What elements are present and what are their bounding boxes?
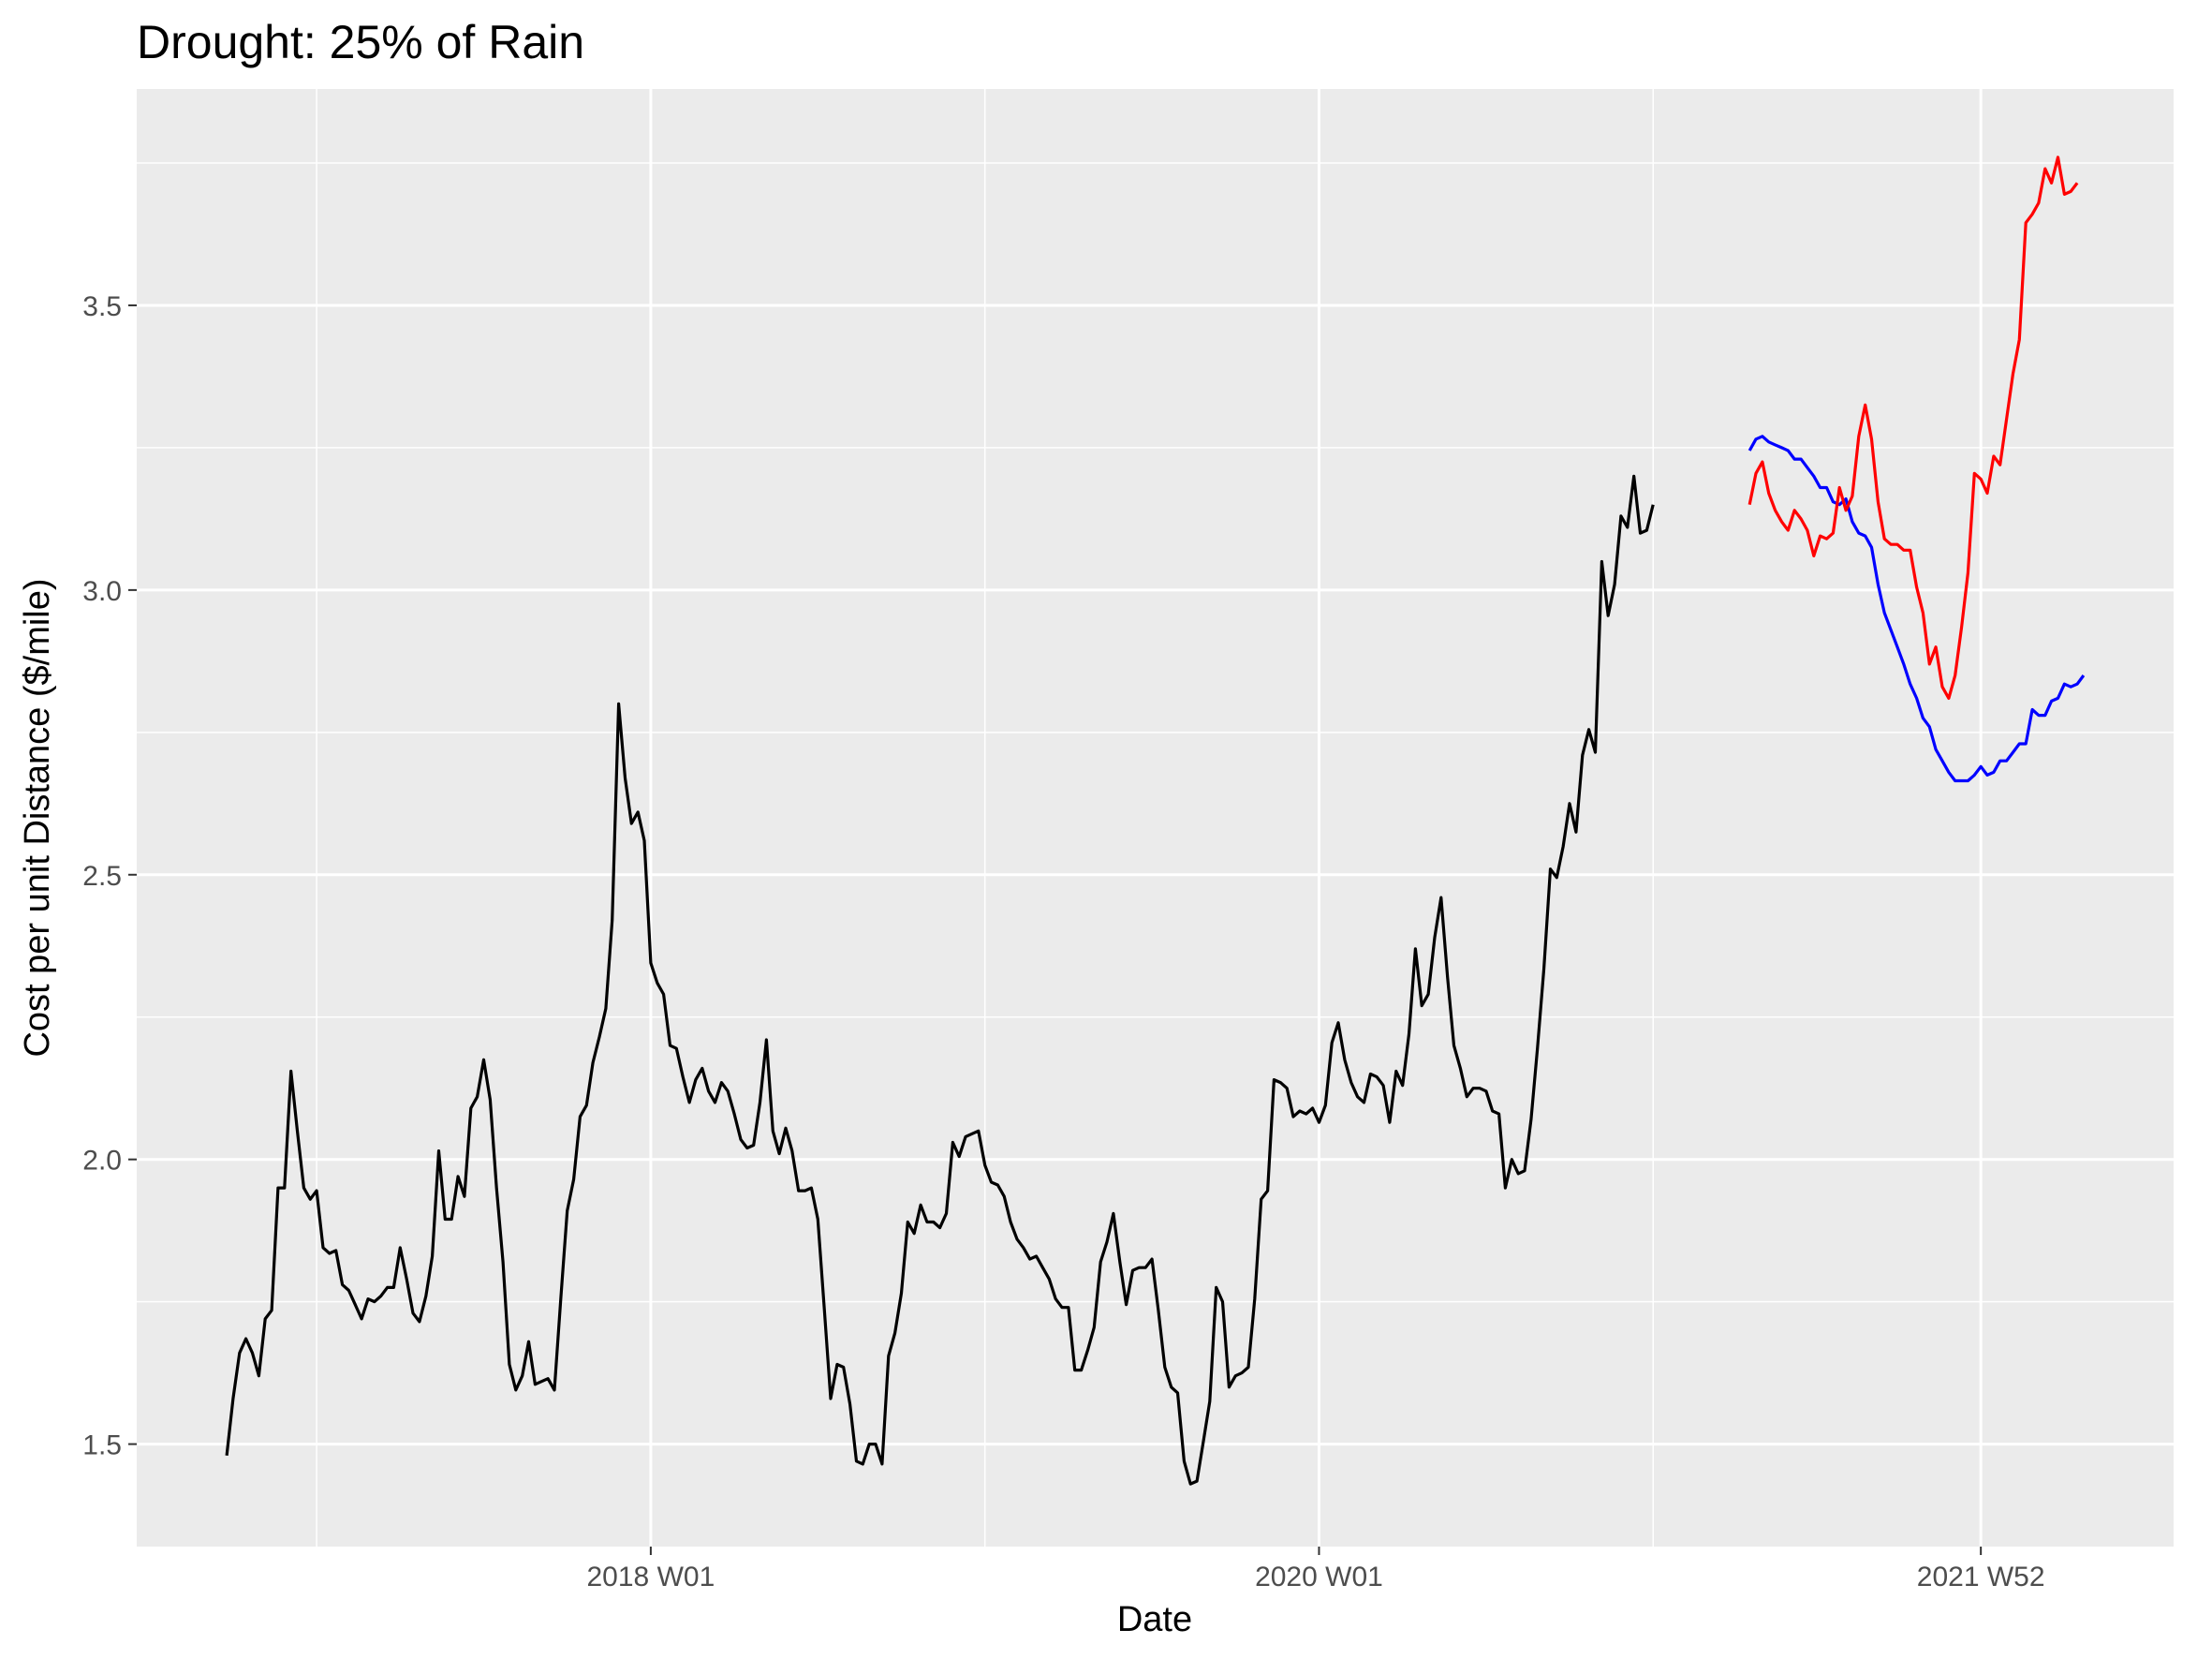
y-tick-label: 1.5 [82,1430,122,1461]
y-tick-label: 3.0 [82,576,122,607]
series-line-3 [1747,156,2079,701]
data-lines [225,156,2086,1486]
series-line-2 [1747,435,2086,783]
y-axis: 1.5 2.0 2.5 3.0 3.5 [82,291,137,1461]
y-tick-label: 2.0 [82,1146,122,1177]
y-axis-title: Cost per unit Distance ($/mile) [18,578,57,1057]
y-tick-label: 2.5 [82,861,122,892]
x-axis: 2018 W01 2020 W01 2021 W52 [587,1547,2045,1592]
x-tick-label: 2018 W01 [587,1562,715,1592]
grid-lines [137,89,2174,1547]
series-line-1 [225,474,1655,1486]
x-tick-label: 2020 W01 [1255,1562,1383,1592]
x-axis-title: Date [1117,1600,1192,1639]
y-tick-label: 3.5 [82,291,122,322]
plot-panel [137,89,2174,1547]
x-tick-label: 2021 W52 [1917,1562,2045,1592]
chart-title: Drought: 25% of Rain [137,16,584,68]
